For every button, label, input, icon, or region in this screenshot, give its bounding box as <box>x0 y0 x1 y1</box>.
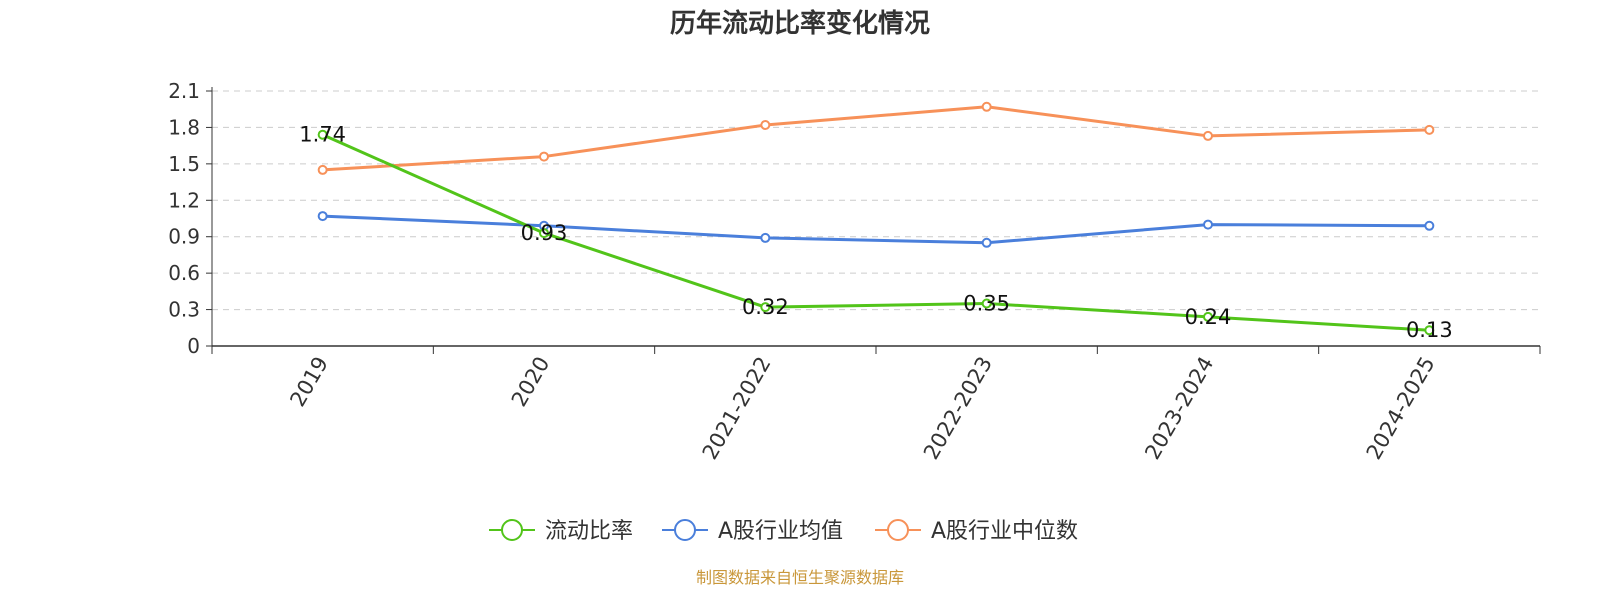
y-tick-label: 2.1 <box>168 79 200 103</box>
data-point[interactable] <box>317 164 328 175</box>
legend-item[interactable]: A股行业均值 <box>662 519 843 544</box>
series-line <box>322 133 1430 332</box>
series-line <box>322 105 1430 172</box>
data-point[interactable] <box>1203 130 1213 141</box>
data-label: 1.74 <box>299 123 346 147</box>
chart-title: 历年流动比率变化情况 <box>670 8 930 39</box>
data-label: 0.35 <box>963 292 1010 316</box>
data-label: 0.24 <box>1185 305 1232 329</box>
data-point[interactable] <box>539 151 549 162</box>
data-point[interactable] <box>981 298 992 309</box>
data-point[interactable] <box>760 120 771 130</box>
x-tick-label: 2021-2022 <box>698 353 776 464</box>
data-label: 0.32 <box>742 295 789 319</box>
legend-item[interactable]: A股行业中位数 <box>875 519 1078 544</box>
data-point[interactable] <box>981 237 992 248</box>
data-point[interactable] <box>1203 219 1213 230</box>
legend-label: A股行业均值 <box>718 519 843 544</box>
x-tick-label: 2019 <box>285 353 333 411</box>
data-point[interactable] <box>1424 220 1435 231</box>
legend-label: 流动比率 <box>545 519 633 544</box>
x-tick-label: 2023-2024 <box>1140 353 1218 464</box>
data-point[interactable] <box>317 129 328 140</box>
legend-marker <box>501 519 523 541</box>
data-point[interactable] <box>1424 124 1435 135</box>
axes: 0 0.3 0.6 0.9 1.2 1.5 1.8 2.1 2019 2020 2021-2022 2… <box>168 79 1541 464</box>
data-point[interactable] <box>317 211 328 222</box>
data-point[interactable] <box>981 101 992 112</box>
data-point[interactable] <box>539 228 549 239</box>
y-tick-label: 0.6 <box>168 261 200 285</box>
data-point[interactable] <box>760 232 771 243</box>
legend-item[interactable]: 流动比率 <box>489 519 633 544</box>
y-tick-label: 1.8 <box>168 115 200 139</box>
data-label: 0.13 <box>1406 318 1453 342</box>
y-tick-label: 0.3 <box>168 298 200 322</box>
legend[interactable]: 流动比率 A股行业均值 A股行业中位数 <box>489 519 1078 544</box>
y-tick-label: 0.9 <box>168 225 200 249</box>
data-point[interactable] <box>1424 325 1435 336</box>
y-tick-label: 0 <box>187 334 200 358</box>
data-point[interactable] <box>760 302 771 313</box>
x-tick-label: 2022-2023 <box>919 353 997 464</box>
series-group <box>317 101 1435 336</box>
data-point[interactable] <box>1203 311 1213 322</box>
legend-marker <box>674 519 696 541</box>
y-tick-label: 1.2 <box>168 188 200 212</box>
x-tick-label: 2024-2025 <box>1362 353 1440 464</box>
source-note: 制图数据来自恒生聚源数据库 <box>696 568 904 587</box>
y-tick-label: 1.5 <box>168 152 200 176</box>
series-line <box>322 214 1430 245</box>
legend-marker <box>887 519 909 541</box>
x-tick-label: 2020 <box>507 353 555 411</box>
grid-lines <box>212 90 1540 311</box>
legend-label: A股行业中位数 <box>931 519 1078 544</box>
data-labels: 1.74 0.93 0.32 0.35 0.24 0.13 <box>299 123 1452 343</box>
data-label: 0.93 <box>521 221 568 245</box>
